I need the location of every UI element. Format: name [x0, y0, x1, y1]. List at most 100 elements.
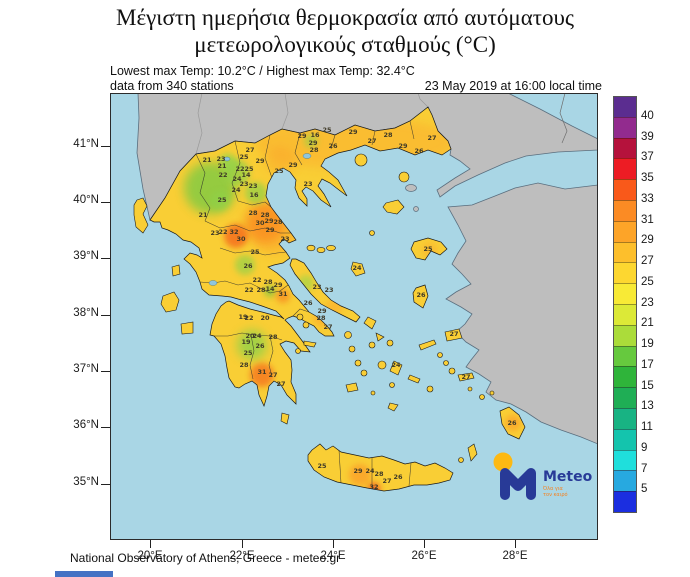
- lon-tick-label: 26°E: [411, 550, 437, 562]
- station-temp: 21: [202, 156, 212, 164]
- station-temp: 22: [244, 286, 253, 294]
- station-temp: 20: [260, 314, 270, 322]
- station-temp: 23: [280, 235, 289, 243]
- station-temp: 29: [308, 139, 318, 147]
- colorbar-segment: [614, 491, 636, 512]
- station-temp: 28: [316, 314, 326, 322]
- datetime-text: 23 May 2019 at 16:00 local time: [424, 78, 602, 93]
- colorbar-tick-label: 39: [641, 130, 654, 143]
- colorbar-segment: [614, 283, 636, 304]
- colorbar-tick-label: 19: [641, 338, 654, 350]
- station-temp: 25: [217, 196, 227, 204]
- station-temp: 29: [317, 307, 327, 315]
- station-temp: 28: [260, 211, 270, 219]
- colorbar-tick-label: 40: [641, 109, 654, 122]
- station-temp: 22: [252, 276, 261, 284]
- station-temp: 22: [218, 171, 227, 179]
- colorbar-segment: [614, 262, 636, 284]
- colorbar-tick-label: 31: [641, 213, 654, 226]
- station-temp: 29: [398, 142, 408, 150]
- lon-tick-label: 22°E: [229, 550, 255, 562]
- lon-tick-label: 28°E: [502, 550, 528, 562]
- station-temp: 25: [244, 165, 254, 173]
- colorbar-tick-label: 17: [641, 358, 654, 371]
- station-temp: 26: [303, 299, 313, 307]
- foreign-islands: [405, 184, 419, 212]
- station-temp: 30: [255, 219, 265, 227]
- bottom-left-partial-banner: [55, 571, 113, 577]
- land-anatolia-no-data: [445, 182, 599, 445]
- station-temp: 23: [312, 283, 321, 291]
- station-temp: 25: [239, 153, 249, 161]
- lon-tick-label: 20°E: [137, 550, 163, 562]
- colorbar-segments: [613, 96, 637, 513]
- colorbar-segment: [614, 199, 636, 221]
- colorbar-tick-label: 15: [641, 379, 654, 392]
- station-temp: 27: [382, 477, 391, 485]
- station-temp: 24: [365, 467, 375, 475]
- station-temp: 27: [245, 146, 254, 154]
- lat-tick-label: 40°N: [73, 194, 99, 206]
- station-temp: 25: [250, 248, 260, 256]
- colorbar-segment: [614, 179, 636, 200]
- colorbar-segment: [614, 137, 636, 159]
- station-temp: 32: [229, 228, 238, 236]
- temp-range-text: Lowest max Temp: 10.2°C / Highest max Te…: [110, 64, 415, 78]
- foreign-borders: [195, 92, 568, 155]
- colorbar-tick-label: 7: [641, 462, 648, 475]
- station-temp: 24: [232, 175, 242, 183]
- station-temp: 28: [268, 333, 278, 341]
- lat-tick: [101, 315, 110, 317]
- title-line1: Μέγιστη ημερήσια θερμοκρασία από αυτόματ…: [116, 5, 574, 30]
- station-temp: 26: [255, 342, 265, 350]
- logo-brand-text: Meteo: [543, 469, 593, 485]
- attribution-text: National Observatory of Athens, Greece -…: [70, 551, 341, 565]
- station-temp: 25: [274, 167, 284, 175]
- station-temp: 16: [310, 131, 320, 139]
- station-temp: 29: [264, 217, 274, 225]
- colorbar-segment: [614, 387, 636, 408]
- station-temp: 24: [352, 264, 362, 272]
- lat-tick: [101, 202, 110, 204]
- logo-tagline-line2: τον καιρό: [543, 491, 568, 498]
- lon-tick: [424, 540, 426, 548]
- colorbar-tick-label: 21: [641, 317, 654, 330]
- station-temp: 24: [252, 332, 262, 340]
- station-temp: 28: [239, 361, 249, 369]
- lon-tick: [150, 540, 152, 548]
- station-temp: 23: [324, 286, 333, 294]
- colorbar-tick-label: 27: [641, 255, 654, 267]
- station-temp: 14: [241, 171, 251, 179]
- colorbar-segment: [614, 158, 636, 180]
- colorbar-tick-label: 5: [641, 483, 648, 496]
- colorbar-tick-label: 33: [641, 192, 654, 205]
- lat-tick: [101, 484, 110, 486]
- station-temp: 26: [507, 419, 517, 427]
- lat-tick-label: 41°N: [73, 138, 99, 150]
- station-temp: 31: [278, 290, 288, 298]
- station-temp: 19: [238, 313, 248, 321]
- greek-islands: [133, 153, 495, 463]
- station-temp: 27: [268, 371, 277, 379]
- colorbar-segment: [614, 97, 636, 117]
- station-temp: 19: [241, 338, 251, 346]
- meteo-m-icon: [500, 468, 536, 500]
- page-title: Μέγιστη ημερήσια θερμοκρασία από αυτόματ…: [0, 4, 690, 58]
- station-temp: 29: [273, 281, 283, 289]
- station-temp: 22: [218, 228, 227, 236]
- colorbar-tick-label: 23: [641, 296, 654, 309]
- station-temp: 29: [288, 161, 298, 169]
- title-line2: μετεωρολογικούς σταθμούς (°C): [194, 32, 496, 57]
- station-temp: 25: [243, 349, 253, 357]
- station-temp: 27: [449, 330, 458, 338]
- station-temp: 29: [255, 157, 265, 165]
- lat-tick: [101, 258, 110, 260]
- lon-tick: [515, 540, 517, 548]
- map-frame: [110, 93, 598, 540]
- colorbar-segment: [614, 407, 636, 429]
- lat-tick-label: 38°N: [73, 307, 99, 319]
- colorbar-tick-label: 13: [641, 400, 654, 413]
- station-count-text: data from 340 stations: [110, 78, 234, 93]
- station-temp: 27: [461, 373, 470, 381]
